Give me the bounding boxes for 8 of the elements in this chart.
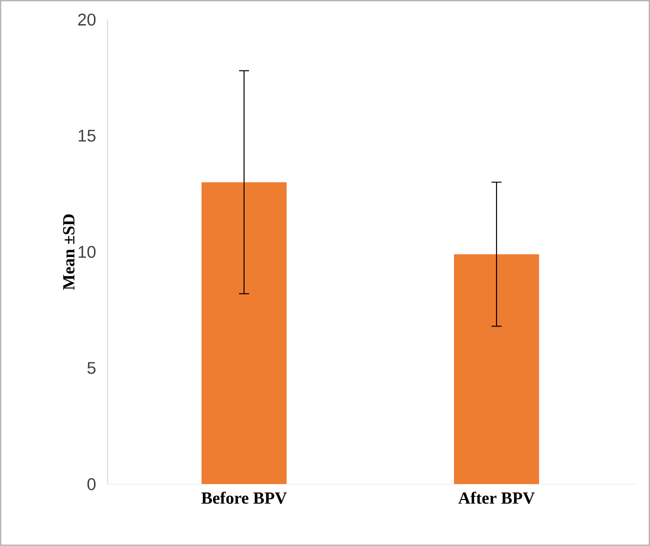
y-tick-label: 15	[78, 130, 96, 142]
y-axis-title: Mean ±SD	[63, 214, 75, 290]
y-tick-label: 5	[87, 362, 96, 374]
x-tick-label: After BPV	[458, 492, 535, 504]
y-tick-label: 20	[78, 14, 96, 26]
y-tick-label: 10	[78, 246, 96, 258]
y-tick-label: 0	[87, 478, 96, 490]
x-tick-label: Before BPV	[201, 492, 287, 504]
